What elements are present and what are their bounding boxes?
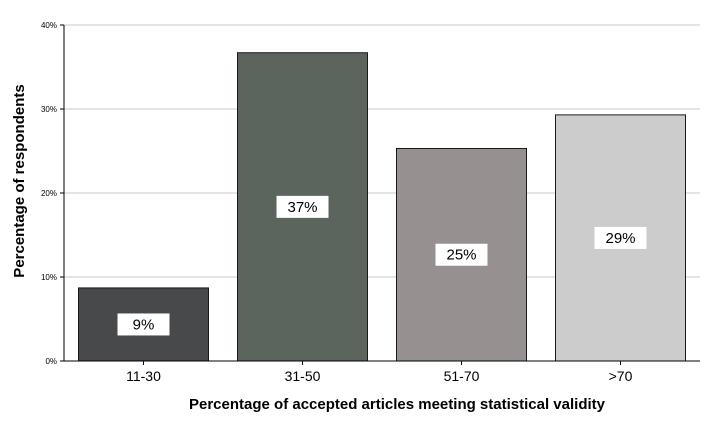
data-label: 9% <box>133 316 155 333</box>
data-labels: 9% 37% 25% 29% <box>117 195 647 336</box>
data-label-box <box>117 313 170 336</box>
y-tick-label: 30% <box>41 105 57 114</box>
y-tick-label: 0% <box>45 357 57 366</box>
data-label-box <box>594 226 647 249</box>
bar <box>78 287 209 362</box>
x-tick-label: 51-70 <box>444 368 480 384</box>
y-axis-title: Percentage of respondents <box>11 84 28 277</box>
x-axis-title: Percentage of accepted articles meeting … <box>189 396 606 413</box>
data-label: 37% <box>287 199 317 216</box>
x-axis-categories: 11-30 31-50 51-70 >70 <box>126 361 633 384</box>
bars <box>78 52 686 362</box>
x-tick-label: >70 <box>609 368 633 384</box>
y-tick-label: 40% <box>41 21 57 30</box>
data-label-box <box>276 195 329 218</box>
x-tick-label: 31-50 <box>285 368 321 384</box>
data-label: 25% <box>446 247 476 264</box>
x-tick-label: 11-30 <box>126 368 161 384</box>
data-label: 29% <box>605 230 635 247</box>
data-label-box <box>435 243 488 266</box>
y-tick-label: 10% <box>41 273 57 282</box>
y-axis-ticks: 0% 10% 20% 30% 40% <box>41 21 64 366</box>
y-tick-label: 20% <box>41 189 57 198</box>
